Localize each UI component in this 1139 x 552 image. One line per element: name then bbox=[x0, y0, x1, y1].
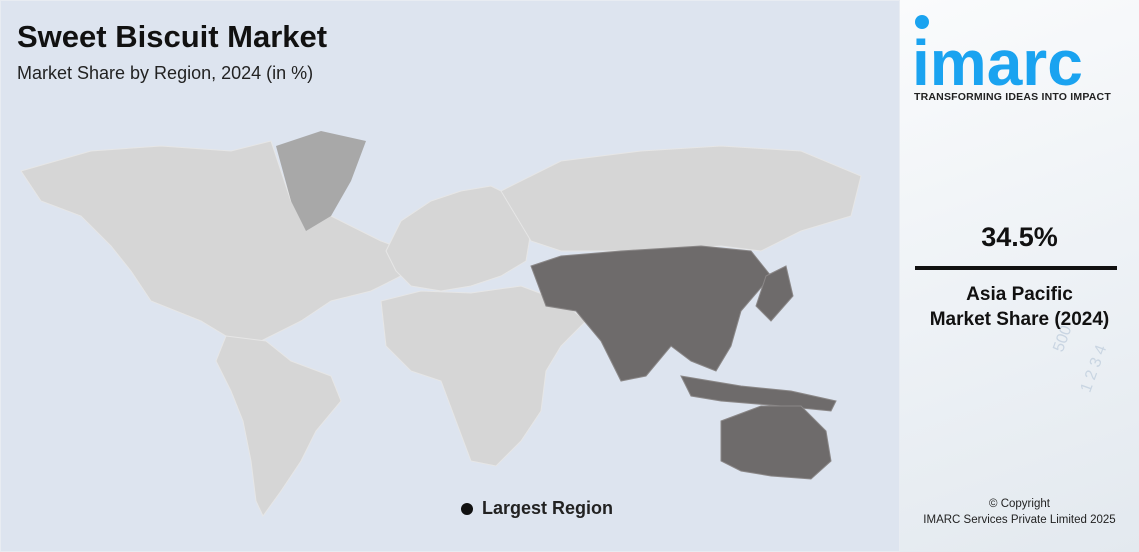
region-russia bbox=[500, 145, 862, 252]
copyright: © Copyright IMARC Services Private Limit… bbox=[900, 496, 1139, 528]
region-latin-america bbox=[215, 335, 342, 517]
map-legend: Largest Region bbox=[461, 498, 613, 519]
region-name: Asia Pacific bbox=[966, 284, 1073, 305]
sidebar: 500 1 2 3 4 imarc TRANSFORMING IDEAS INT… bbox=[900, 0, 1139, 552]
imarc-logo: imarc bbox=[912, 15, 1083, 92]
divider bbox=[915, 266, 1117, 270]
page-title: Sweet Biscuit Market bbox=[17, 19, 328, 54]
world-map bbox=[20, 131, 862, 517]
region-middle-east-africa bbox=[380, 285, 587, 467]
legend-marker bbox=[461, 502, 473, 515]
region-north-america bbox=[20, 140, 422, 347]
share-value: 34.5% bbox=[981, 222, 1058, 252]
metric-name: Market Share (2024) bbox=[929, 309, 1110, 330]
svg-text:imarc: imarc bbox=[912, 27, 1083, 92]
copyright-label: © Copyright bbox=[989, 498, 1050, 510]
legend-label: Largest Region bbox=[482, 498, 614, 518]
share-label: Asia Pacific Market Share (2024) bbox=[900, 282, 1139, 332]
page-subtitle: Market Share by Region, 2024 (in %) bbox=[17, 63, 314, 83]
region-greenland bbox=[276, 131, 366, 231]
company-name: IMARC Services Private Limited 2025 bbox=[923, 514, 1116, 526]
logo-tagline: TRANSFORMING IDEAS INTO IMPACT bbox=[914, 91, 1111, 103]
map-panel: Sweet Biscuit Market Market Share by Reg… bbox=[0, 0, 900, 552]
region-asia-pacific bbox=[530, 245, 837, 480]
region-europe bbox=[385, 185, 532, 292]
region-australia bbox=[720, 405, 832, 480]
